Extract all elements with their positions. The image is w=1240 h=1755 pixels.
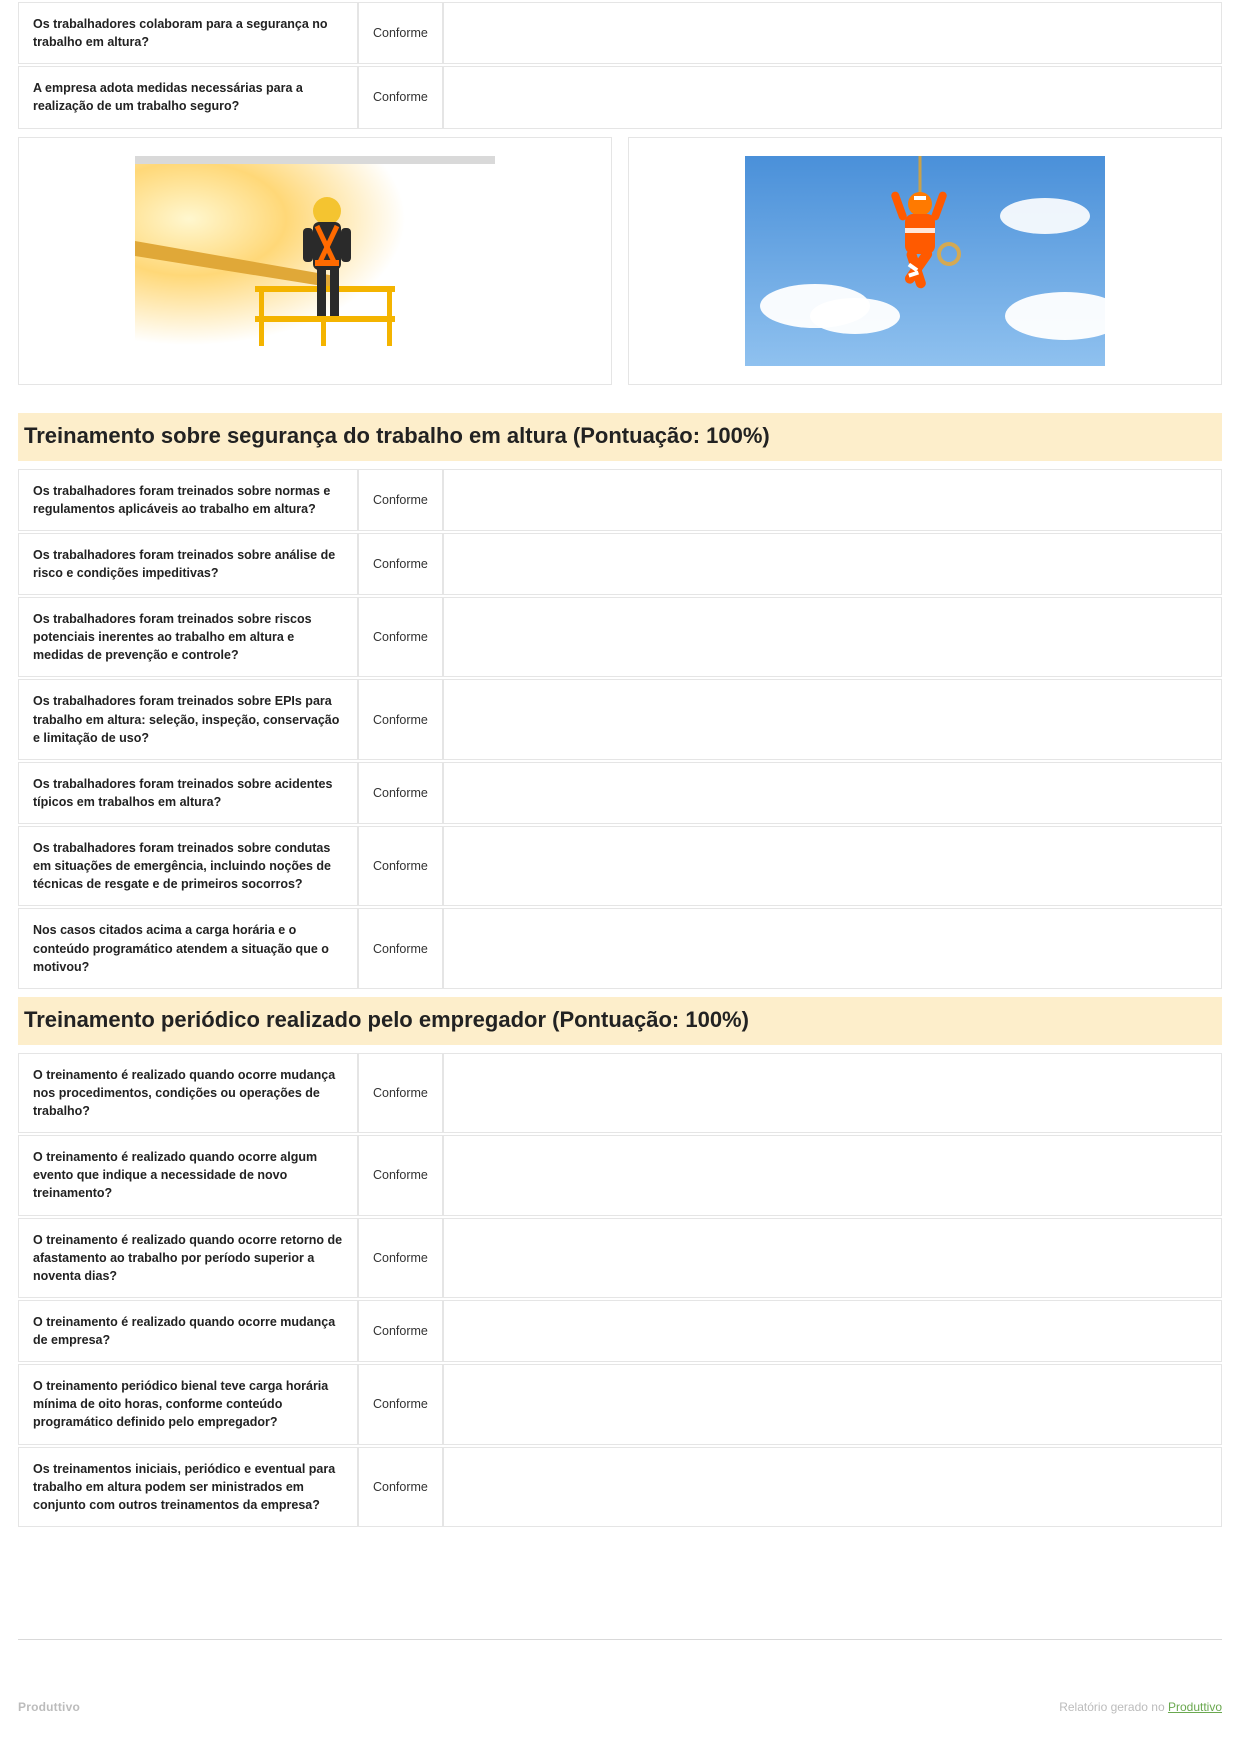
section-title-periodic-training: Treinamento periódico realizado pelo emp… [18,997,1222,1045]
question-cell: O treinamento é realizado quando ocorre … [18,1135,358,1215]
top-questions-table: Os trabalhadores colaboram para a segura… [18,0,1222,131]
question-cell: O treinamento é realizado quando ocorre … [18,1218,358,1298]
answer-cell: Conforme [358,826,443,906]
answer-cell: Conforme [358,1218,443,1298]
empty-cell [443,1300,1222,1362]
answer-cell: Conforme [358,2,443,64]
empty-cell [443,908,1222,988]
question-cell: O treinamento periódico bienal teve carg… [18,1364,358,1444]
table-row: Os trabalhadores foram treinados sobre a… [18,762,1222,824]
question-cell: A empresa adota medidas necessárias para… [18,66,358,128]
section-title-training-safety: Treinamento sobre segurança do trabalho … [18,413,1222,461]
worker-rappel-icon [745,156,1105,366]
answer-cell: Conforme [358,908,443,988]
empty-cell [443,1135,1222,1215]
table-row: Nos casos citados acima a carga horária … [18,908,1222,988]
answer-cell: Conforme [358,66,443,128]
image-card-right [628,137,1222,385]
empty-cell [443,533,1222,595]
table-row: A empresa adota medidas necessárias para… [18,66,1222,128]
image-card-left [18,137,612,385]
empty-cell [443,826,1222,906]
footer-note-prefix: Relatório gerado no [1059,1700,1168,1714]
question-cell: O treinamento é realizado quando ocorre … [18,1300,358,1362]
question-cell: Os trabalhadores foram treinados sobre E… [18,679,358,759]
answer-cell: Conforme [358,1364,443,1444]
empty-cell [443,1364,1222,1444]
table-row: Os trabalhadores foram treinados sobre r… [18,597,1222,677]
worker-platform-icon [135,156,495,366]
table-row: O treinamento é realizado quando ocorre … [18,1300,1222,1362]
table-row: Os trabalhadores foram treinados sobre n… [18,469,1222,531]
empty-cell [443,597,1222,677]
table-row: O treinamento é realizado quando ocorre … [18,1135,1222,1215]
table-row: Os treinamentos iniciais, periódico e ev… [18,1447,1222,1527]
empty-cell [443,1447,1222,1527]
question-cell: Os trabalhadores foram treinados sobre a… [18,533,358,595]
answer-cell: Conforme [358,1135,443,1215]
answer-cell: Conforme [358,1300,443,1362]
empty-cell [443,469,1222,531]
question-cell: Os trabalhadores foram treinados sobre a… [18,762,358,824]
answer-cell: Conforme [358,762,443,824]
page-footer: Produttivo Relatório gerado no Produttiv… [18,1639,1222,1714]
empty-cell [443,1218,1222,1298]
empty-cell [443,66,1222,128]
table-row: O treinamento é realizado quando ocorre … [18,1053,1222,1133]
answer-cell: Conforme [358,533,443,595]
empty-cell [443,2,1222,64]
table-row: Os trabalhadores foram treinados sobre a… [18,533,1222,595]
question-cell: Os trabalhadores colaboram para a segura… [18,2,358,64]
footer-note: Relatório gerado no Produttivo [1059,1700,1222,1714]
answer-cell: Conforme [358,597,443,677]
table-row: Os trabalhadores colaboram para a segura… [18,2,1222,64]
footer-link[interactable]: Produttivo [1168,1700,1222,1714]
empty-cell [443,762,1222,824]
question-cell: Nos casos citados acima a carga horária … [18,908,358,988]
question-cell: Os trabalhadores foram treinados sobre n… [18,469,358,531]
table-row: Os trabalhadores foram treinados sobre c… [18,826,1222,906]
question-cell: Os trabalhadores foram treinados sobre c… [18,826,358,906]
section1-table: Os trabalhadores foram treinados sobre n… [18,467,1222,991]
table-row: O treinamento é realizado quando ocorre … [18,1218,1222,1298]
section2-table: O treinamento é realizado quando ocorre … [18,1051,1222,1529]
question-cell: Os trabalhadores foram treinados sobre r… [18,597,358,677]
footer-brand: Produttivo [18,1700,80,1714]
answer-cell: Conforme [358,1053,443,1133]
image-row [18,137,1222,385]
question-cell: O treinamento é realizado quando ocorre … [18,1053,358,1133]
answer-cell: Conforme [358,679,443,759]
question-cell: Os treinamentos iniciais, periódico e ev… [18,1447,358,1527]
answer-cell: Conforme [358,1447,443,1527]
empty-cell [443,679,1222,759]
empty-cell [443,1053,1222,1133]
table-row: O treinamento periódico bienal teve carg… [18,1364,1222,1444]
answer-cell: Conforme [358,469,443,531]
table-row: Os trabalhadores foram treinados sobre E… [18,679,1222,759]
